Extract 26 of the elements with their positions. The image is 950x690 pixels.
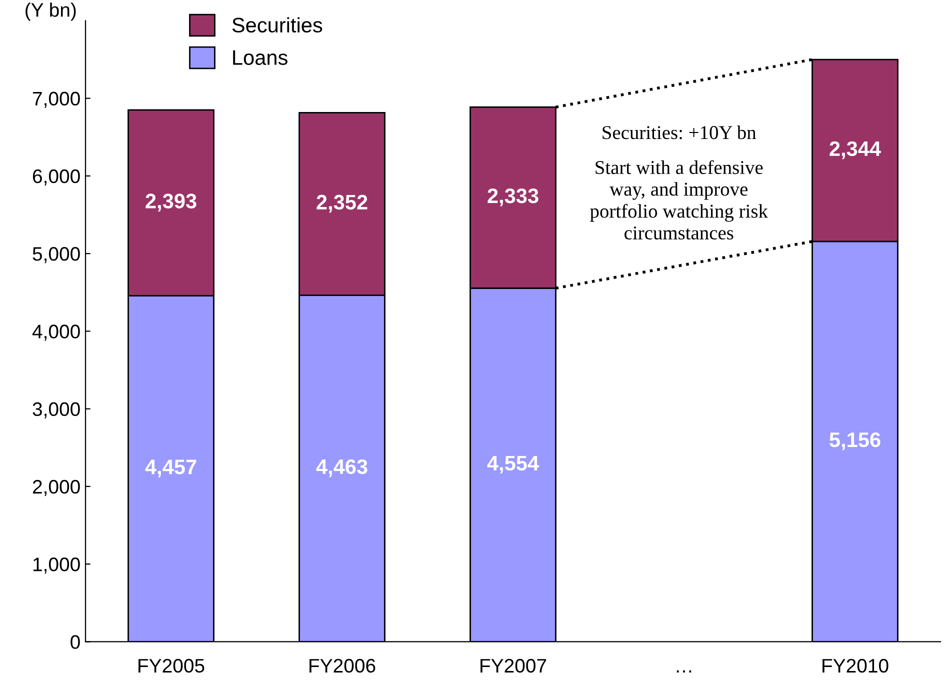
- x-tick-label: FY2010: [822, 658, 888, 673]
- y-tick-label: 0: [70, 635, 80, 649]
- data-label: 2,393: [146, 194, 196, 212]
- y-tick-label: 6,000: [32, 169, 80, 186]
- y-tick-label: 1,000: [33, 558, 80, 574]
- y-tick-label: 4,000: [32, 324, 80, 341]
- annotation: Start with a defensive way, and improve portfolio watching risk circumstances: [590, 160, 768, 240]
- data-label: 5,156: [830, 432, 880, 450]
- legend-label: Loans: [233, 50, 288, 65]
- data-label: 2,352: [316, 194, 368, 213]
- y-tick-label: 5,000: [32, 247, 80, 264]
- data-label: 4,457: [145, 460, 196, 478]
- x-tick-label: …: [676, 670, 692, 672]
- y-axis-title: (Y bn): [26, 2, 76, 21]
- data-label: 2,333: [488, 188, 538, 206]
- data-label: 4,463: [316, 459, 368, 478]
- x-tick-label: FY2005: [138, 658, 204, 673]
- y-tick-label: 7,000: [32, 92, 80, 108]
- x-tick-label: FY2006: [310, 658, 376, 673]
- legend-label: Securities: [232, 17, 322, 33]
- data-label: 2,344: [830, 141, 881, 160]
- x-tick-label: FY2007: [480, 658, 546, 673]
- annotation: Securities: +10Y bn: [602, 125, 756, 140]
- data-label: 4,554: [487, 456, 539, 474]
- y-tick-label: 2,000: [32, 480, 80, 496]
- y-tick-label: 3,000: [32, 402, 80, 418]
